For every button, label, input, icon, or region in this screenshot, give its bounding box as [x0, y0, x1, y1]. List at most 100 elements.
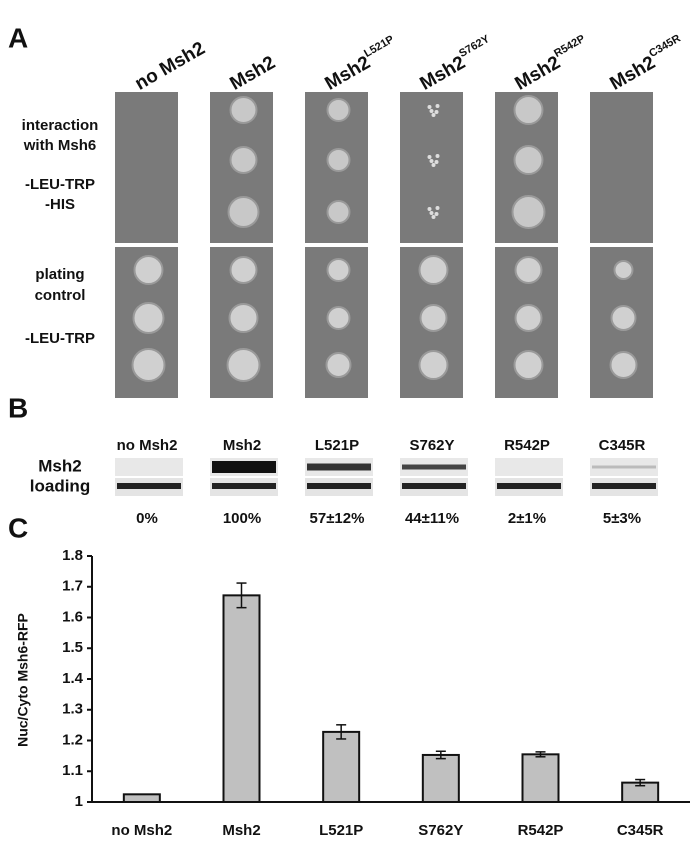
colony [418, 255, 449, 285]
band [307, 483, 371, 489]
plate [400, 92, 463, 243]
colony [229, 96, 258, 124]
colony-speck [431, 113, 436, 117]
x-tick-label: R542P [518, 822, 564, 839]
lane-label: no Msh2 [117, 437, 178, 454]
bar [421, 753, 460, 804]
y-tick-label: 1 [75, 793, 83, 810]
x-tick-label: no Msh2 [111, 822, 172, 839]
colony [326, 258, 351, 282]
column-title: Msh2C345R [605, 32, 689, 94]
row-label: -LEU-TRP [25, 330, 95, 347]
colony-speck [427, 155, 432, 159]
y-tick-label: 1.7 [62, 578, 83, 595]
colony-speck [435, 154, 440, 158]
colony [326, 148, 351, 172]
colony [419, 304, 448, 332]
colony [514, 304, 543, 332]
colony [228, 303, 259, 333]
percentage: 5±3% [603, 510, 641, 527]
x-tick-label: C345R [617, 822, 664, 839]
panel-label: C [8, 512, 28, 543]
colony [513, 145, 544, 175]
lane-label: S762Y [409, 437, 454, 454]
colony [227, 196, 260, 228]
band [307, 463, 371, 471]
plate [590, 92, 653, 243]
row-label: plating [35, 266, 84, 283]
error-bar [236, 582, 247, 609]
colony [326, 200, 351, 224]
column-title-sup: S762Y [457, 33, 492, 60]
percentage: 2±1% [508, 510, 546, 527]
band [592, 465, 656, 469]
band [117, 483, 181, 489]
row-label: -HIS [45, 196, 75, 213]
x-tick-label: L521P [319, 822, 363, 839]
colony [229, 146, 258, 174]
percentage: 44±11% [405, 510, 459, 527]
colony [613, 260, 634, 280]
colony-speck [427, 207, 432, 211]
band [212, 483, 276, 489]
bar [322, 730, 361, 804]
band [402, 483, 466, 489]
blot [495, 458, 563, 476]
colony [609, 351, 638, 379]
colony [513, 95, 544, 125]
colony [513, 350, 544, 380]
column-title: Msh2L521P [320, 33, 402, 94]
percentage: 0% [136, 510, 158, 527]
colony [326, 306, 351, 330]
column-title-sup: C345R [647, 32, 683, 60]
lane-label: Msh2 [223, 437, 261, 454]
band [497, 483, 561, 489]
colony-speck [435, 104, 440, 108]
bar [222, 594, 261, 803]
row-label: control [35, 287, 86, 304]
colony [133, 255, 164, 285]
x-tick-label: S762Y [418, 822, 463, 839]
y-tick-label: 1.1 [62, 762, 83, 779]
band [592, 483, 656, 489]
row-label: with Msh6 [23, 137, 97, 154]
column-title: Msh2S762Y [415, 33, 498, 95]
bar [521, 753, 560, 804]
colony-speck [434, 212, 439, 216]
bar [122, 793, 161, 803]
error-bar [635, 778, 646, 787]
error-bar [535, 751, 546, 758]
percentage: 100% [223, 510, 261, 527]
colony [326, 98, 351, 122]
colony-speck [435, 206, 440, 210]
y-tick-label: 1.2 [62, 731, 83, 748]
y-tick-label: 1.4 [62, 670, 84, 687]
error-bar [435, 750, 446, 760]
colony-speck [431, 163, 436, 167]
panel-label: A [8, 22, 28, 53]
lane-label: L521P [315, 437, 359, 454]
colony [229, 256, 258, 284]
y-tick-label: 1.5 [62, 639, 83, 656]
band [212, 461, 276, 473]
colony-speck [429, 159, 434, 163]
column-title-sup: R542P [552, 33, 587, 60]
colony [610, 305, 637, 331]
blot [115, 458, 183, 476]
x-tick-label: Msh2 [222, 822, 260, 839]
y-tick-label: 1.8 [62, 547, 83, 564]
error-bar [336, 724, 347, 740]
column-title-base: Msh2 [227, 52, 280, 94]
lane-label: R542P [504, 437, 550, 454]
colony-speck [427, 105, 432, 109]
colony-speck [429, 109, 434, 113]
colony [325, 352, 352, 378]
colony [514, 256, 543, 284]
row-label: -LEU-TRP [25, 176, 95, 193]
row-label: Msh2 [38, 456, 81, 475]
column-title-sup: L521P [362, 33, 396, 60]
row-label: loading [30, 476, 90, 495]
column-title: no Msh2 [132, 38, 209, 95]
y-axis-label: Nuc/Cyto Msh6-RFP [15, 613, 31, 747]
